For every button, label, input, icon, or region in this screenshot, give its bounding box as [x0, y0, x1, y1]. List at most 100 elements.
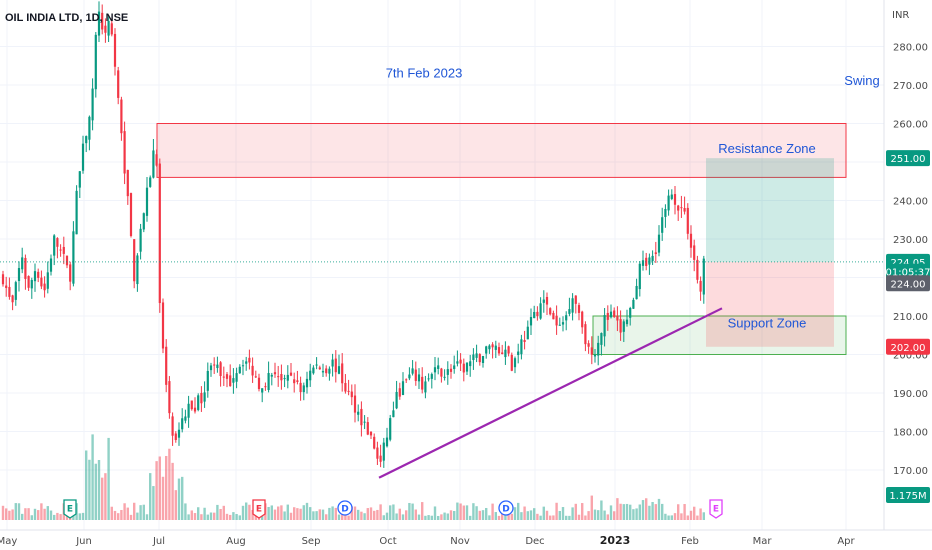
- volume-bar: [645, 498, 648, 520]
- volume-bar: [702, 512, 705, 520]
- resistance-zone: [156, 123, 847, 178]
- volume-bar: [590, 495, 593, 520]
- candle-body: [254, 376, 257, 378]
- y-tick-label: 270.00: [893, 81, 928, 92]
- candle-body: [389, 418, 392, 440]
- candle-body: [571, 298, 574, 313]
- candle-body: [139, 228, 142, 252]
- candle-body: [363, 421, 366, 423]
- price-badge-label: 202.00: [891, 343, 926, 354]
- time-axis[interactable]: May Jun Jul Aug Sep Oct Nov Dec 2023 Feb Mar Apr: [0, 534, 856, 547]
- volume-bar: [321, 509, 325, 520]
- x-tick-label: Oct: [379, 536, 396, 547]
- volume-bar: [545, 510, 549, 520]
- candle-body: [1, 274, 5, 285]
- volume-bar: [469, 515, 472, 520]
- candle-body: [401, 381, 405, 396]
- candle-body: [693, 245, 696, 260]
- volume-bar: [459, 503, 462, 520]
- event-marker-label: E: [256, 505, 262, 515]
- volume-bar: [510, 513, 513, 520]
- candle-body: [69, 264, 72, 282]
- volume-bar: [30, 515, 33, 520]
- overlays: 7th Feb 2023 Swing Resistance Zone Support …: [0, 65, 884, 519]
- candle-body: [427, 378, 430, 380]
- candle-body: [373, 436, 376, 449]
- candle-body: [481, 356, 485, 364]
- candle-body: [526, 326, 529, 340]
- volume-bar: [171, 462, 174, 520]
- candle-body: [283, 378, 286, 380]
- candle-body: [209, 365, 213, 371]
- price-badge-label: 224.00: [891, 279, 926, 290]
- x-tick-label: Jul: [152, 536, 165, 547]
- volume-bar: [337, 514, 341, 520]
- candle-body: [91, 88, 94, 121]
- candle-body: [446, 369, 449, 375]
- candle-body: [513, 358, 517, 368]
- candle-body: [449, 368, 453, 372]
- volume-bar: [670, 515, 673, 520]
- volume-bar: [408, 502, 411, 520]
- volume-bar: [379, 504, 382, 520]
- volume-bar: [456, 502, 459, 520]
- candle-body: [40, 277, 43, 287]
- volume-bar: [158, 456, 161, 520]
- volume-bar: [571, 507, 574, 520]
- volume-bar: [142, 504, 145, 520]
- candle-body: [305, 378, 309, 388]
- candle-body: [382, 442, 385, 461]
- candle-body: [437, 365, 440, 369]
- candle-body: [302, 385, 305, 393]
- volume-bar: [664, 513, 667, 520]
- volume-bar: [81, 512, 85, 520]
- candle-body: [619, 319, 622, 333]
- candle-body: [53, 235, 56, 256]
- candle-body: [625, 319, 629, 325]
- volume-bar: [453, 510, 456, 520]
- volume-bar: [609, 505, 613, 520]
- candle-body: [78, 171, 81, 188]
- volume-bar: [411, 503, 414, 520]
- candle-body: [133, 239, 136, 282]
- volume-bar: [513, 507, 517, 520]
- candle-body: [686, 207, 689, 234]
- candle-body: [46, 272, 49, 289]
- volume-bar: [555, 502, 558, 520]
- candle-body: [273, 372, 277, 375]
- candle-body: [603, 315, 606, 337]
- candle-body: [385, 437, 389, 447]
- candle-body: [203, 392, 206, 402]
- candle-body: [529, 317, 533, 326]
- candle-body: [101, 12, 104, 30]
- volume-bar: [187, 514, 190, 520]
- candle-body: [475, 353, 478, 358]
- volume-bar: [539, 515, 542, 520]
- candle-body: [113, 33, 117, 67]
- candle-body: [405, 379, 408, 381]
- candle-body: [8, 286, 11, 297]
- volume-bar: [123, 503, 126, 520]
- volume-bar: [254, 515, 257, 520]
- candle-body: [504, 349, 507, 358]
- candle-body: [584, 324, 587, 345]
- price-badge: [886, 338, 930, 355]
- volume-bar: [309, 507, 312, 520]
- candle-body: [155, 154, 158, 166]
- volume-bar: [91, 434, 94, 520]
- volume-bar: [21, 513, 24, 520]
- volume-bar: [600, 500, 603, 520]
- x-tick-label: Aug: [226, 536, 246, 547]
- candle-body: [312, 367, 315, 374]
- candle-body: [165, 346, 168, 385]
- candle-body: [264, 386, 267, 388]
- candle-body: [350, 391, 353, 398]
- candle-body: [152, 150, 155, 178]
- volume-bar: [577, 514, 581, 520]
- candle-body: [33, 271, 37, 282]
- candle-body: [360, 408, 363, 426]
- volume-bar: [65, 514, 69, 520]
